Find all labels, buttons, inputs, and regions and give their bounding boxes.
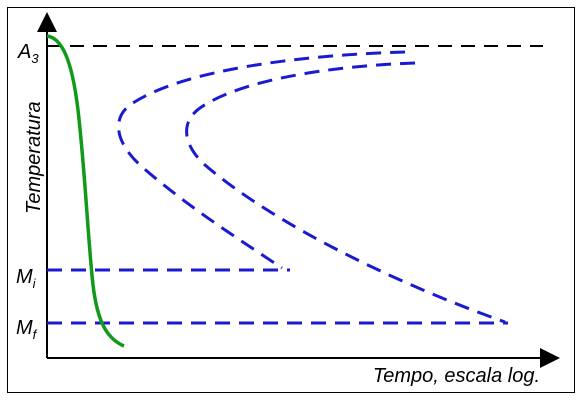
x-axis-label: Tempo, escala log. [373,365,540,387]
y-axis-label: Temperatura [23,101,45,214]
mi-label: Mi [16,266,37,291]
transformation-start-curve [117,50,406,270]
diagram-frame [7,7,575,393]
a3-label: A3 [17,41,39,66]
transformation-end-curve [185,61,506,324]
mf-label: Mf [16,317,38,342]
cooling-curve [46,34,125,348]
